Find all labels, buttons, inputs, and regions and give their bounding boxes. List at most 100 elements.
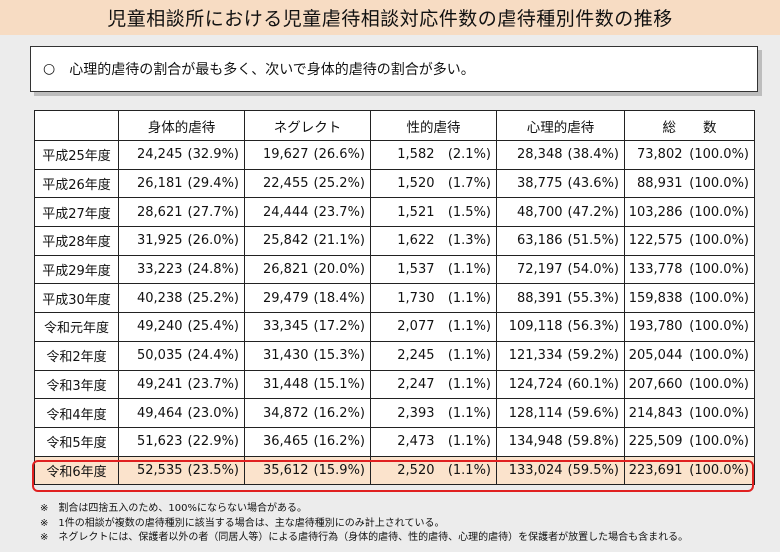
physical-count: 52,535 [118, 455, 185, 486]
total-percent: (100.0%) [684, 168, 755, 199]
total-count: 122,575 [624, 226, 685, 256]
sexual-count: 1,521 [370, 197, 437, 228]
table-row: 平成25年度 24,245 (32.9%) 19,627 (26.6%) 1,582 (2.… [34, 140, 755, 170]
total-count: 207,660 [624, 369, 685, 400]
physical-percent: (24.8%) [184, 254, 245, 285]
neglect-count: 34,872 [244, 398, 311, 428]
abuse-type-table: 身体的虐待 ネグレクト 性的虐待 心理的虐待 総 数 平成25年度 24,245(… [34, 110, 755, 486]
sexual-percent: (1.1%) [436, 340, 497, 371]
sexual-count: 1,520 [370, 168, 437, 199]
neglect-count: 36,465 [244, 426, 311, 457]
neglect-count: 19,627 [244, 140, 311, 170]
physical-percent: (24.4%) [184, 340, 245, 371]
psychological-percent: (59.6%) [564, 398, 625, 428]
physical-percent: (26.0%) [184, 226, 245, 256]
header-physical: 身体的虐待 [118, 110, 245, 141]
total-percent: (100.0%) [684, 340, 755, 371]
psychological-count: 121,334 [496, 340, 565, 371]
psychological-count: 134,948 [496, 426, 565, 457]
total-percent: (100.0%) [684, 455, 755, 486]
neglect-count: 25,842 [244, 226, 311, 256]
sexual-percent: (1.1%) [436, 426, 497, 457]
physical-percent: (22.9%) [184, 426, 245, 457]
neglect-percent: (15.1%) [310, 369, 371, 400]
total-percent: (100.0%) [684, 140, 755, 170]
neglect-count: 26,821 [244, 254, 311, 285]
sexual-count: 2,393 [370, 398, 437, 428]
table-row: 令和5年度 51,623 (22.9%) 36,465 (16.2%) 2,473 (1.1… [34, 426, 755, 457]
physical-percent: (23.5%) [184, 455, 245, 486]
table-header-row: 身体的虐待 ネグレクト 性的虐待 心理的虐待 総 数 [34, 110, 755, 141]
physical-percent: (29.4%) [184, 168, 245, 199]
neglect-percent: (15.9%) [310, 455, 371, 486]
neglect-percent: (23.7%) [310, 197, 371, 228]
header-sexual: 性的虐待 [370, 110, 497, 141]
sexual-count: 2,473 [370, 426, 437, 457]
total-percent: (100.0%) [684, 426, 755, 457]
sexual-count: 2,247 [370, 369, 437, 400]
sexual-percent: (2.1%) [436, 140, 497, 170]
physical-count: 49,241 [118, 369, 185, 400]
row-year: 平成28年度 [34, 226, 119, 256]
neglect-count: 35,612 [244, 455, 311, 486]
physical-count: 31,925 [118, 226, 185, 256]
physical-count: 49,240 [118, 312, 185, 342]
physical-percent: (25.2%) [184, 283, 245, 314]
psychological-count: 28,348 [496, 140, 565, 170]
sexual-count: 2,077 [370, 312, 437, 342]
row-year: 令和4年度 [34, 398, 119, 428]
psychological-percent: (51.5%) [564, 226, 625, 256]
total-percent: (100.0%) [684, 254, 755, 285]
neglect-percent: (15.3%) [310, 340, 371, 371]
sexual-percent: (1.1%) [436, 455, 497, 486]
psychological-percent: (47.2%) [564, 197, 625, 228]
footnote: ※ 割合は四捨五入のため、100%にならない場合がある。 [40, 503, 307, 514]
footnote: ※ 1件の相談が複数の虐待種別に該当する場合は、主な虐待種別にのみ計上されている… [40, 517, 445, 529]
total-percent: (100.0%) [684, 226, 755, 256]
physical-percent: (32.9%) [184, 140, 245, 170]
physical-count: 28,621 [118, 197, 185, 228]
header-total: 総 数 [624, 110, 755, 141]
neglect-count: 22,455 [244, 168, 311, 199]
psychological-percent: (59.2%) [564, 340, 625, 371]
sexual-count: 2,245 [370, 340, 437, 371]
total-count: 214,843 [624, 398, 685, 428]
psychological-percent: (59.5%) [564, 455, 625, 486]
sexual-count: 1,730 [370, 283, 437, 314]
psychological-count: 88,391 [496, 283, 565, 314]
summary-marker: ○ [43, 61, 56, 77]
neglect-percent: (25.2%) [310, 168, 371, 199]
row-year: 令和5年度 [34, 426, 119, 457]
total-count: 159,838 [624, 283, 685, 314]
neglect-percent: (16.2%) [310, 426, 371, 457]
physical-percent: (23.7%) [184, 369, 245, 400]
row-year: 平成27年度 [34, 197, 119, 228]
neglect-percent: (20.0%) [310, 254, 371, 285]
sexual-count: 2,520 [370, 455, 437, 486]
neglect-percent: (21.1%) [310, 226, 371, 256]
neglect-count: 33,345 [244, 312, 311, 342]
table-row: 平成28年度 31,925 (26.0%) 25,842 (21.1%) 1,622 (1.… [34, 226, 755, 256]
row-year: 平成25年度 [34, 140, 119, 170]
physical-count: 26,181 [118, 168, 185, 199]
table-row: 令和元年度 49,240 (25.4%) 33,345 (17.2%) 2,077 (1.1… [34, 312, 755, 342]
psychological-percent: (56.3%) [564, 312, 625, 342]
total-percent: (100.0%) [684, 312, 755, 342]
footnotes: ※ 割合は四捨五入のため、100%にならない場合がある。 ※ 1件の相談が複数の… [40, 502, 770, 546]
row-year: 平成26年度 [34, 168, 119, 199]
total-percent: (100.0%) [684, 197, 755, 228]
sexual-percent: (1.7%) [436, 168, 497, 199]
table-row: 平成30年度 40,238 (25.2%) 29,479 (18.4%) 1,730 (1.… [34, 283, 755, 314]
total-count: 73,802 [624, 140, 685, 170]
table-row: 令和4年度 49,464 (23.0%) 34,872 (16.2%) 2,393 (1.1… [34, 398, 755, 428]
sexual-percent: (1.1%) [436, 283, 497, 314]
psychological-count: 109,118 [496, 312, 565, 342]
psychological-count: 38,775 [496, 168, 565, 199]
total-percent: (100.0%) [684, 398, 755, 428]
neglect-percent: (18.4%) [310, 283, 371, 314]
title-bar: 児童相談所における児童虐待相談対応件数の虐待種別件数の推移 [0, 0, 780, 35]
physical-count: 40,238 [118, 283, 185, 314]
table-row: 令和2年度 50,035 (24.4%) 31,430 (15.3%) 2,245 (1.1… [34, 340, 755, 371]
row-year: 平成29年度 [34, 254, 119, 285]
sexual-percent: (1.1%) [436, 398, 497, 428]
